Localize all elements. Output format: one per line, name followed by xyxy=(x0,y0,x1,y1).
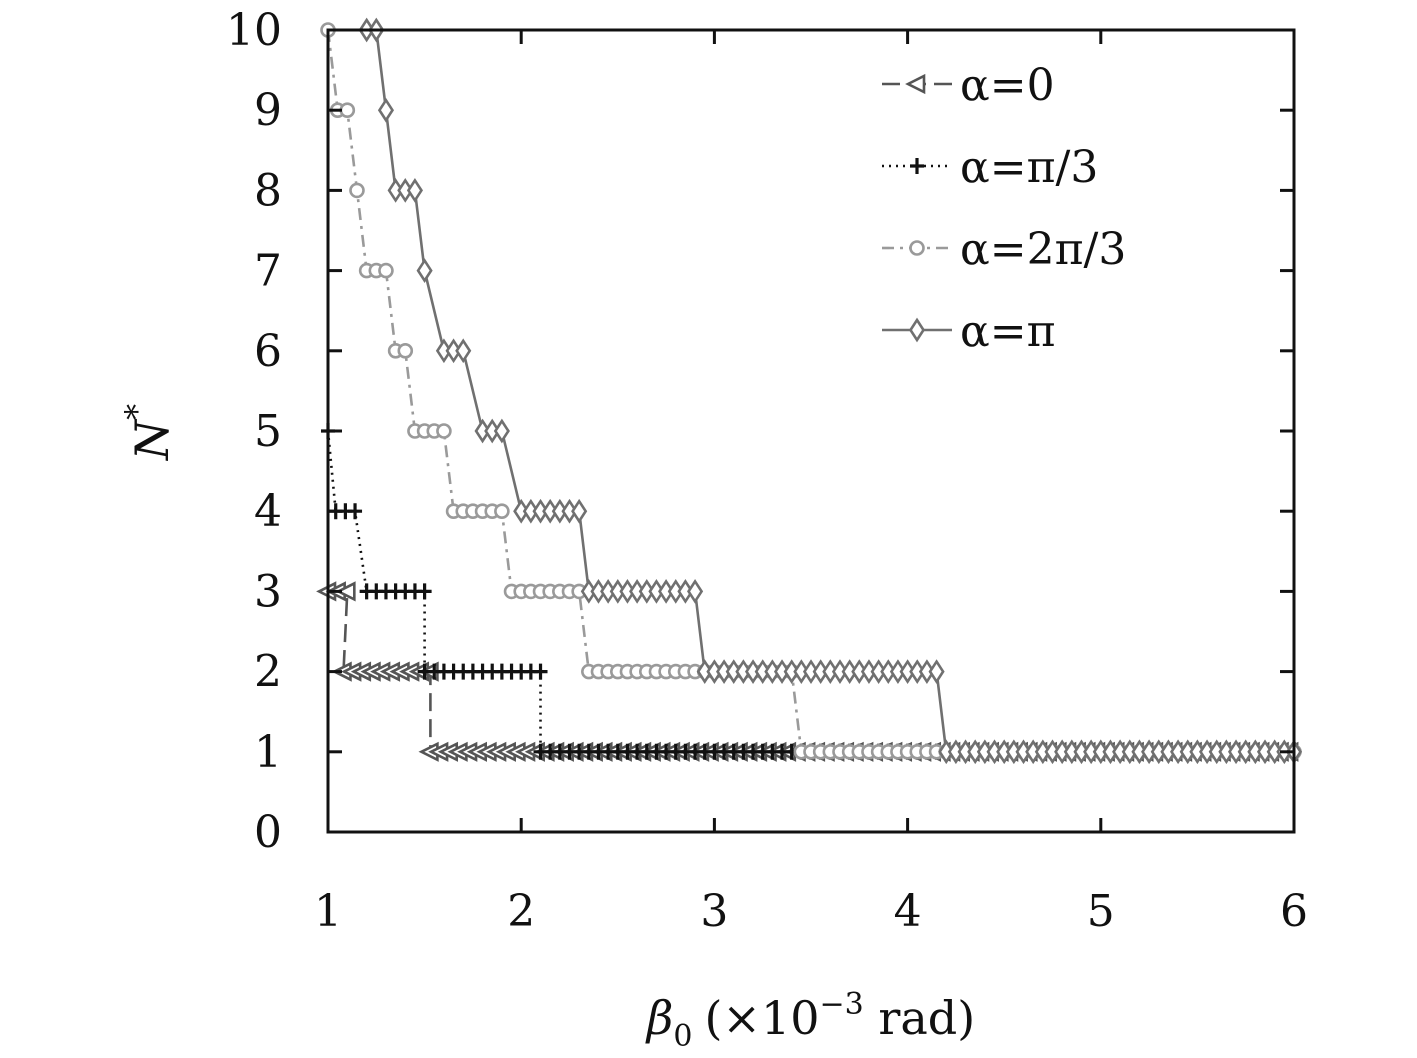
data-point xyxy=(533,663,548,680)
x-tick-label: 2 xyxy=(507,886,535,937)
data-point xyxy=(397,342,414,359)
plot-frame xyxy=(326,28,1296,834)
legend-item: α=0 xyxy=(882,60,1055,111)
series-line xyxy=(366,28,1294,754)
data-point xyxy=(928,659,945,684)
data-point xyxy=(406,178,423,203)
y-tick-label: 5 xyxy=(254,406,282,457)
legend-marker xyxy=(905,73,926,95)
legend-marker xyxy=(908,317,926,343)
x-axis-symbol: β xyxy=(645,991,674,1045)
data-point xyxy=(377,97,395,123)
legend-label: α=0 xyxy=(960,60,1055,111)
x-tick-label: 3 xyxy=(700,886,728,937)
x-axis-subscript: 0 xyxy=(673,1019,692,1054)
x-axis-unit-prefix: (×10 xyxy=(704,991,819,1045)
legend-label: α=π/3 xyxy=(960,142,1098,193)
legend: α=0 α=π/3 α=2π/3 α=π xyxy=(882,60,1126,357)
y-axis-superscript: * xyxy=(118,404,156,420)
y-tick-label: 0 xyxy=(254,807,282,858)
data-point xyxy=(339,102,356,118)
x-tick-label: 6 xyxy=(1280,886,1308,937)
legend-marker xyxy=(909,240,925,256)
y-tick-label: 4 xyxy=(254,486,282,537)
data-point xyxy=(335,581,356,602)
y-tick-label: 10 xyxy=(226,5,282,56)
legend-label: α=2π/3 xyxy=(960,224,1126,275)
data-point xyxy=(349,182,365,199)
x-axis-unit-exponent: −3 xyxy=(820,987,864,1022)
data-point xyxy=(348,503,363,520)
data-point xyxy=(571,498,588,524)
data-point xyxy=(416,258,433,283)
series-line xyxy=(326,430,1294,754)
x-tick-label: 5 xyxy=(1087,886,1115,937)
y-tick-label: 6 xyxy=(254,326,282,377)
y-axis-symbol: N xyxy=(125,418,179,461)
series-2 xyxy=(320,22,1302,760)
y-tick-label: 9 xyxy=(254,85,282,136)
x-tick-label: 4 xyxy=(894,886,922,937)
y-tick-label: 8 xyxy=(254,165,282,216)
data-point xyxy=(417,583,432,600)
data-point xyxy=(687,579,704,604)
legend-label: α=π xyxy=(960,306,1056,357)
x-tick-label: 1 xyxy=(314,886,342,937)
x-axis-unit-suffix: rad) xyxy=(864,991,975,1045)
data-point xyxy=(378,262,394,279)
series-3 xyxy=(358,17,1303,765)
legend-item: α=2π/3 xyxy=(882,224,1126,275)
data-point xyxy=(455,338,472,364)
data-point xyxy=(436,423,452,439)
legend-marker xyxy=(910,158,924,174)
y-tick-label: 1 xyxy=(254,727,282,778)
series-layer xyxy=(316,17,1303,765)
legend-item: α=π/3 xyxy=(882,142,1098,193)
data-point xyxy=(493,418,510,444)
y-axis-label: N* xyxy=(118,404,179,461)
y-tick-label: 7 xyxy=(254,246,282,297)
legend-item: α=π xyxy=(882,306,1056,357)
y-tick-label: 3 xyxy=(254,566,282,617)
y-tick-label: 2 xyxy=(254,647,282,698)
series-1 xyxy=(321,423,1301,760)
data-point xyxy=(494,503,510,520)
x-axis-label: β0 (×10−3 rad) xyxy=(645,987,975,1054)
